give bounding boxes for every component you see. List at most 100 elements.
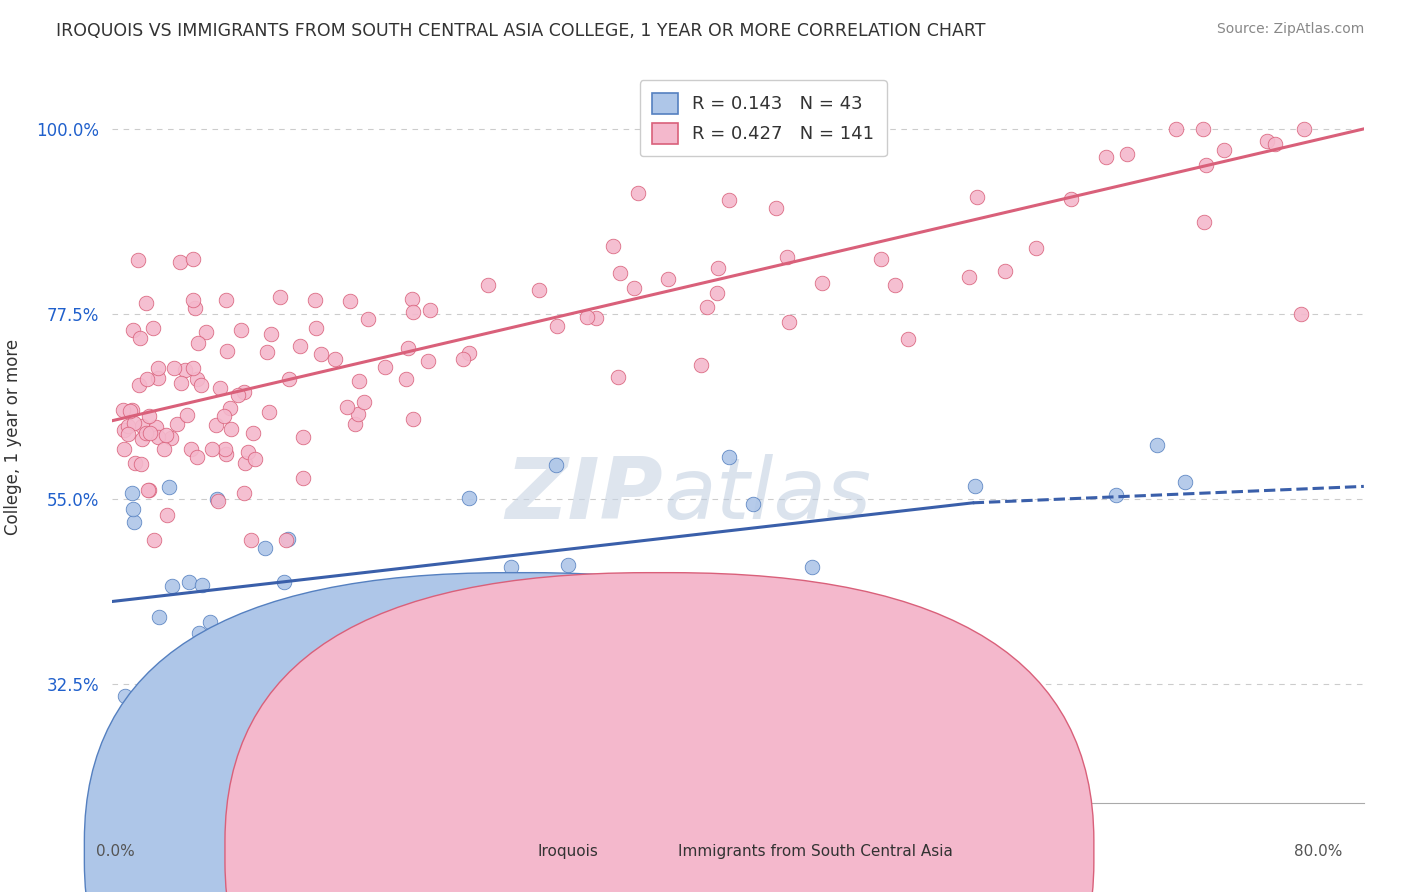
Point	[114, 689, 136, 703]
Point	[186, 450, 208, 464]
Point	[609, 266, 631, 280]
Point	[181, 252, 204, 266]
Point	[214, 442, 236, 456]
Point	[870, 252, 893, 267]
Point	[285, 615, 308, 629]
Point	[181, 361, 204, 376]
Point	[160, 579, 183, 593]
Point	[1059, 192, 1081, 206]
Point	[557, 558, 579, 573]
Point	[453, 351, 475, 366]
Text: Immigrants from South Central Asia: Immigrants from South Central Asia	[678, 845, 953, 859]
Point	[402, 305, 425, 319]
Point	[128, 378, 150, 392]
Point	[305, 321, 328, 335]
Point	[1025, 241, 1047, 255]
Point	[1194, 215, 1216, 229]
Point	[778, 315, 800, 329]
Point	[443, 607, 465, 621]
Point	[138, 409, 160, 423]
Point	[1192, 121, 1215, 136]
Point	[309, 347, 332, 361]
Point	[623, 280, 645, 294]
Text: 0.0%: 0.0%	[96, 845, 135, 859]
Point	[214, 447, 236, 461]
Point	[112, 442, 135, 456]
Point	[343, 417, 366, 431]
Point	[122, 502, 145, 516]
Point	[229, 323, 252, 337]
Point	[159, 431, 181, 445]
Point	[112, 423, 135, 437]
Text: ZIP: ZIP	[505, 454, 664, 537]
Point	[931, 673, 953, 687]
Point	[122, 516, 145, 530]
Point	[157, 479, 180, 493]
Point	[128, 331, 150, 345]
Point	[811, 277, 834, 291]
Point	[418, 353, 440, 368]
Point	[176, 408, 198, 422]
Point	[277, 532, 299, 546]
Point	[218, 401, 240, 416]
Point	[112, 402, 135, 417]
Point	[576, 310, 599, 325]
Point	[477, 278, 499, 293]
Point	[242, 425, 264, 440]
Point	[1292, 121, 1315, 136]
Point	[1174, 475, 1197, 490]
Point	[745, 611, 768, 625]
Point	[156, 508, 179, 522]
Point	[1195, 158, 1218, 172]
Point	[304, 293, 326, 307]
Point	[273, 574, 295, 589]
Point	[706, 286, 728, 301]
Point	[419, 303, 441, 318]
Point	[527, 283, 550, 297]
Point	[212, 409, 235, 423]
Point	[201, 442, 224, 457]
Point	[226, 388, 249, 402]
Point	[253, 541, 276, 555]
Y-axis label: College, 1 year or more: College, 1 year or more	[4, 339, 22, 535]
Point	[436, 629, 458, 643]
Point	[163, 361, 186, 376]
Point	[148, 610, 170, 624]
Point	[174, 363, 197, 377]
Point	[884, 278, 907, 293]
Point	[117, 418, 139, 433]
Point	[233, 385, 256, 400]
Point	[374, 359, 396, 374]
Point	[808, 121, 831, 136]
Point	[696, 300, 718, 314]
Point	[1291, 307, 1313, 321]
Point	[169, 255, 191, 269]
Point	[146, 361, 169, 376]
Point	[215, 343, 238, 358]
Point	[1105, 487, 1128, 501]
Point	[135, 372, 157, 386]
Point	[775, 250, 797, 264]
Point	[801, 559, 824, 574]
Point	[396, 342, 419, 356]
Point	[353, 394, 375, 409]
Text: Iroquois: Iroquois	[537, 845, 598, 859]
Point	[221, 422, 243, 436]
Point	[395, 372, 418, 386]
Point	[120, 404, 142, 418]
Point	[122, 323, 145, 337]
Point	[135, 426, 157, 441]
Point	[602, 239, 624, 253]
Point	[142, 320, 165, 334]
Point	[742, 497, 765, 511]
Point	[181, 293, 204, 308]
Point	[339, 293, 361, 308]
Point	[546, 319, 568, 334]
Point	[131, 432, 153, 446]
Point	[657, 272, 679, 286]
Point	[323, 352, 346, 367]
Point	[689, 359, 711, 373]
Point	[1256, 134, 1278, 148]
Point	[205, 417, 228, 432]
Point	[249, 653, 271, 667]
